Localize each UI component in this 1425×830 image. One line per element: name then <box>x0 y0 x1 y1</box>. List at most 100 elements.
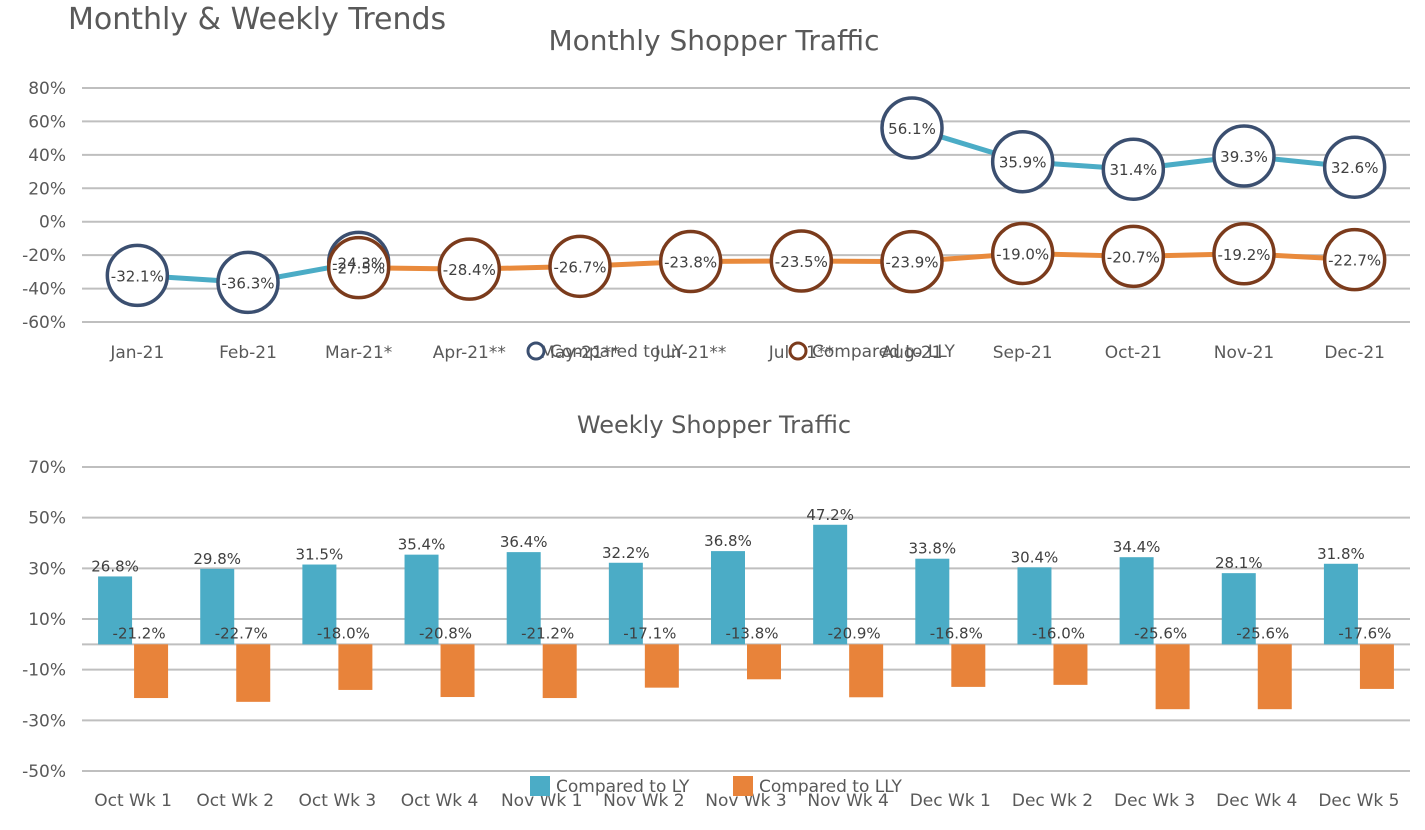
data-label: -19.2% <box>1217 246 1270 264</box>
legend-marker-ly <box>526 341 546 361</box>
data-label: 35.4% <box>398 536 446 554</box>
y-tick-label: -60% <box>22 313 66 333</box>
bar <box>951 644 986 687</box>
bar <box>302 564 337 645</box>
monthly-shopper-traffic-chart: Monthly Shopper Traffic 80% 60% 40% 20% 0% -2… <box>22 24 1410 363</box>
data-label: 35.9% <box>999 154 1047 172</box>
y-tick-label: 50% <box>28 509 66 529</box>
bar <box>440 644 475 698</box>
bar <box>1155 644 1190 710</box>
bar <box>236 644 271 702</box>
x-tick-label: May-21** <box>540 343 620 363</box>
chart-title: Weekly Shopper Traffic <box>577 411 851 439</box>
data-label: 36.8% <box>704 532 752 550</box>
data-point-marker <box>769 229 834 293</box>
chart-title: Monthly Shopper Traffic <box>549 24 880 57</box>
data-label: -25.6% <box>1134 624 1187 642</box>
data-label: -28.4% <box>443 261 496 279</box>
data-label: -20.8% <box>419 624 472 642</box>
data-label: -18.0% <box>317 624 370 642</box>
y-tick-label: 30% <box>28 559 66 579</box>
bar <box>1359 644 1394 689</box>
data-point-marker <box>880 96 944 160</box>
data-label: 39.3% <box>1220 148 1268 166</box>
bar <box>813 524 848 645</box>
bar <box>98 576 133 645</box>
bar <box>200 568 235 645</box>
data-label: 32.6% <box>1331 159 1379 177</box>
data-point-marker <box>1101 224 1166 289</box>
data-label: -23.5% <box>775 253 828 271</box>
data-label: -22.7% <box>215 624 268 642</box>
data-label: -25.6% <box>1236 624 1289 642</box>
y-tick-label: 70% <box>28 458 66 478</box>
data-point-marker <box>1101 137 1166 201</box>
bar <box>849 644 884 698</box>
bar <box>338 644 373 690</box>
bar <box>711 551 745 645</box>
legend-swatch-ly <box>530 776 550 796</box>
y-tick-label: -30% <box>22 711 66 731</box>
data-point-marker <box>548 234 612 299</box>
data-label: 36.4% <box>500 533 548 551</box>
bar <box>404 554 439 645</box>
y-tick-label: 40% <box>28 146 66 166</box>
x-tick-label: Dec Wk 5 <box>1318 791 1399 811</box>
data-label: -24.3% <box>332 254 385 272</box>
data-label: -22.7% <box>1328 252 1381 270</box>
x-tick-label: Jun-21** <box>654 343 726 363</box>
data-label: 31.4% <box>1110 161 1158 179</box>
bar <box>1257 644 1292 710</box>
data-point-marker <box>880 229 944 294</box>
data-label: -21.2% <box>521 624 574 642</box>
bar <box>747 644 781 680</box>
legend-label-lly: Compared to LLY <box>812 342 955 362</box>
x-tick-label: Nov-21 <box>1214 343 1275 363</box>
data-label: -26.7% <box>553 258 606 276</box>
legend-marker-lly <box>788 341 808 361</box>
data-label: 31.8% <box>1317 545 1365 563</box>
y-tick-label: 20% <box>28 179 66 199</box>
x-tick-label: Jan-21 <box>109 343 164 363</box>
bar <box>1053 644 1088 685</box>
bar <box>134 644 169 699</box>
data-point-marker <box>326 235 391 300</box>
x-tick-label: Nov Wk 2 <box>603 791 684 811</box>
data-label: 34.4% <box>1113 538 1161 556</box>
data-point-marker <box>1322 227 1387 292</box>
data-point-marker <box>1322 135 1387 199</box>
bar <box>1017 567 1052 645</box>
y-tick-label: 0% <box>39 213 66 233</box>
x-tick-label: Apr-21** <box>433 343 506 363</box>
data-point-marker <box>990 221 1055 286</box>
data-label: 28.1% <box>1215 554 1263 572</box>
x-tick-label: Oct-21 <box>1105 343 1162 363</box>
y-tick-label: 80% <box>28 79 66 99</box>
x-tick-label: Oct Wk 3 <box>299 791 377 811</box>
data-label: -32.1% <box>111 267 164 285</box>
weekly-shopper-traffic-chart: Weekly Shopper Traffic 70% 50% 30% 10% -10% -… <box>22 411 1410 811</box>
data-label: -36.3% <box>221 274 274 292</box>
y-tick-label: -20% <box>22 246 66 266</box>
data-point-marker <box>1212 124 1276 188</box>
x-tick-label: Mar-21* <box>325 343 392 363</box>
data-label: -20.7% <box>1107 248 1160 266</box>
data-label: -16.8% <box>930 624 983 642</box>
legend-label-ly: Compared to LY <box>550 342 684 362</box>
x-tick-label: Aug-21 <box>882 343 943 363</box>
y-tick-label: -10% <box>22 661 66 681</box>
x-tick-label: Oct Wk 2 <box>196 791 274 811</box>
data-point-marker <box>990 129 1055 194</box>
x-tick-label: Nov Wk 1 <box>501 791 582 811</box>
legend-swatch-lly <box>733 776 753 796</box>
data-label: -27.5% <box>332 260 385 278</box>
data-point-marker <box>437 237 502 301</box>
data-label: 26.8% <box>91 557 139 575</box>
bar <box>506 552 541 645</box>
legend-label-lly: Compared to LLY <box>759 777 902 797</box>
data-label: -19.0% <box>996 245 1049 263</box>
data-label: 47.2% <box>806 506 854 524</box>
data-label: -17.1% <box>623 624 676 642</box>
data-point-marker <box>1212 222 1276 286</box>
